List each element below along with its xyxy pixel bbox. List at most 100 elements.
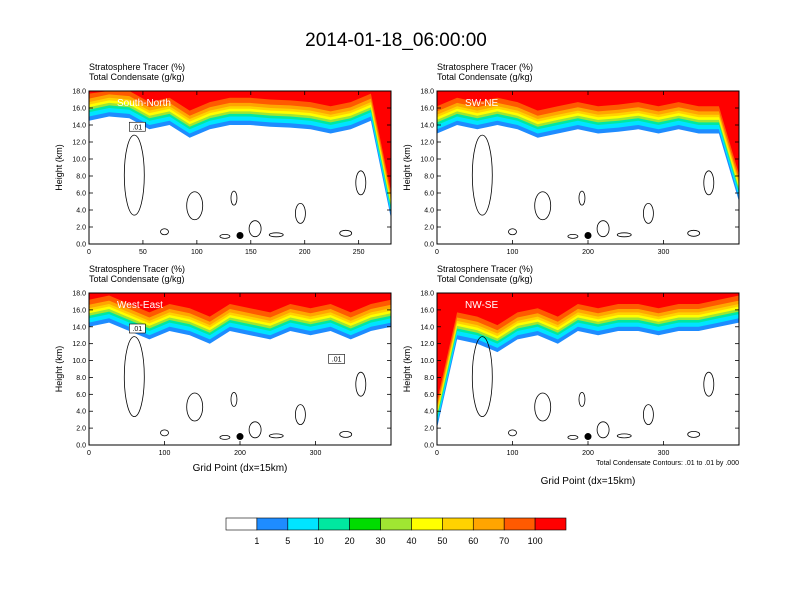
contour-8 xyxy=(687,430,701,438)
y-tick-label: 2.0 xyxy=(424,225,434,232)
y-tick-label: 6.0 xyxy=(76,191,86,198)
contour-2 xyxy=(186,191,204,221)
y-tick-label: 16.0 xyxy=(420,307,434,314)
contour-2 xyxy=(186,392,204,422)
y-tick-label: 6.0 xyxy=(76,392,86,399)
y-tick-label: 2.0 xyxy=(424,426,434,433)
x-tick-label: 0 xyxy=(87,450,91,457)
y-tick-label: 10.0 xyxy=(72,157,86,164)
y-tick-label: 10.0 xyxy=(72,358,86,365)
colorbar-box-9 xyxy=(472,517,505,531)
panel-nw-se: NW-SE 0.0 2.0 4.0 6.0 8.0 10.0 12.0 14.0 16.0 18.0… xyxy=(402,264,740,487)
colorbar-label: 5 xyxy=(285,536,290,546)
panel-title-condensate: Total Condensate (g/kg) xyxy=(437,274,533,284)
x-tick-label: 200 xyxy=(299,249,311,256)
colorbar-label: 100 xyxy=(528,536,543,546)
tracer-band-9 xyxy=(437,91,739,175)
tracer-band-6 xyxy=(437,91,739,186)
contour-3 xyxy=(248,421,262,439)
x-axis-label: Grid Point (dx=15km) xyxy=(541,476,636,487)
x-axis-label: Grid Point (dx=15km) xyxy=(193,463,288,474)
x-tick-label: 0 xyxy=(435,450,439,457)
condensate-contours xyxy=(471,336,715,440)
contour-10 xyxy=(230,391,238,407)
y-tick-label: 4.0 xyxy=(424,409,434,416)
y-tick-label: 6.0 xyxy=(424,392,434,399)
x-tick-label: 200 xyxy=(582,249,594,256)
contour-label-box xyxy=(328,354,345,364)
colorbar: 1 5 10 20 30 40 50 60 70 100 xyxy=(225,517,567,546)
tracer-band-8 xyxy=(89,91,391,197)
colorbar-box-3 xyxy=(287,517,320,531)
y-tick-label: 4.0 xyxy=(424,208,434,215)
panel-label: West-East xyxy=(117,300,163,311)
colorbar-box-6 xyxy=(380,517,412,531)
contour-4 xyxy=(294,404,306,426)
colorbar-label: 70 xyxy=(499,536,509,546)
plot-area: NW-SE xyxy=(437,293,739,445)
y-axis-label: Height (km) xyxy=(54,144,64,191)
colorbar-box-10 xyxy=(503,517,536,531)
x-tick-label: 0 xyxy=(87,249,91,256)
colorbar-box-4 xyxy=(318,517,350,531)
contour-label-box xyxy=(129,323,146,334)
y-tick-label: 16.0 xyxy=(72,307,86,314)
colorbar-box-8 xyxy=(442,517,474,531)
contour-3 xyxy=(596,421,610,439)
contour-9 xyxy=(703,170,715,196)
contour-note: Total Condensate Contours: .01 to .01 by… xyxy=(596,460,739,467)
y-tick-label: 18.0 xyxy=(420,89,434,96)
plot-area: SW-NE xyxy=(437,91,739,244)
y-axis-label: Height (km) xyxy=(54,346,64,393)
y-tick-label: 0.0 xyxy=(424,242,434,249)
tracer-band-3 xyxy=(89,91,391,210)
contour-7 xyxy=(268,232,284,238)
contour-2 xyxy=(534,191,552,221)
y-tick-label: 14.0 xyxy=(72,324,86,331)
plot-area: .01 .01 West-East xyxy=(89,293,391,445)
contour-8 xyxy=(339,229,353,237)
contour-8 xyxy=(687,229,701,237)
panel-west-east: .01 .01 West-East 0.0 2.0 4.0 6.0 8.0 10.0 12.0 14… xyxy=(54,264,392,474)
panel-title-tracer: Stratosphere Tracer (%) xyxy=(89,264,185,274)
x-tick-label: 150 xyxy=(245,249,257,256)
condensate-contours xyxy=(123,336,367,440)
contour-4 xyxy=(643,202,654,224)
y-tick-label: 16.0 xyxy=(72,106,86,113)
location-marker xyxy=(584,433,592,441)
x-tick-label: 200 xyxy=(234,450,246,457)
panel-label: SW-NE xyxy=(465,98,498,109)
contour-6 xyxy=(567,233,579,239)
x-tick-label: 300 xyxy=(310,450,322,457)
colorbar-box-2 xyxy=(256,517,289,531)
y-tick-label: 18.0 xyxy=(420,291,434,298)
x-tick-label: 250 xyxy=(353,249,365,256)
y-tick-label: 2.0 xyxy=(76,426,86,433)
panel-title-condensate: Total Condensate (g/kg) xyxy=(437,72,533,82)
contour-1 xyxy=(471,134,493,216)
x-tick-label: 50 xyxy=(139,249,147,256)
panel-title-tracer: Stratosphere Tracer (%) xyxy=(437,264,533,274)
page-title: 2014-01-18_06:00:00 xyxy=(305,30,487,51)
colorbar-label: 40 xyxy=(406,536,416,546)
contour-7 xyxy=(616,232,632,238)
y-tick-label: 16.0 xyxy=(420,106,434,113)
panel-title-tracer: Stratosphere Tracer (%) xyxy=(89,62,185,72)
y-tick-label: 2.0 xyxy=(76,225,86,232)
contour-7 xyxy=(268,433,284,439)
contour-label: .01 xyxy=(332,356,342,363)
y-tick-label: 6.0 xyxy=(424,191,434,198)
contour-1 xyxy=(471,336,493,418)
y-tick-label: 18.0 xyxy=(72,291,86,298)
colorbar-box-7 xyxy=(411,517,443,531)
contour-8 xyxy=(339,430,353,438)
colorbar-box-1 xyxy=(225,517,258,531)
y-tick-label: 0.0 xyxy=(76,443,86,450)
y-tick-label: 8.0 xyxy=(76,375,86,382)
colorbar-label: 50 xyxy=(437,536,447,546)
contour-5 xyxy=(160,429,169,437)
colorbar-label: 20 xyxy=(345,536,355,546)
contour-6 xyxy=(219,233,231,239)
panel-title-condensate: Total Condensate (g/kg) xyxy=(89,72,185,82)
